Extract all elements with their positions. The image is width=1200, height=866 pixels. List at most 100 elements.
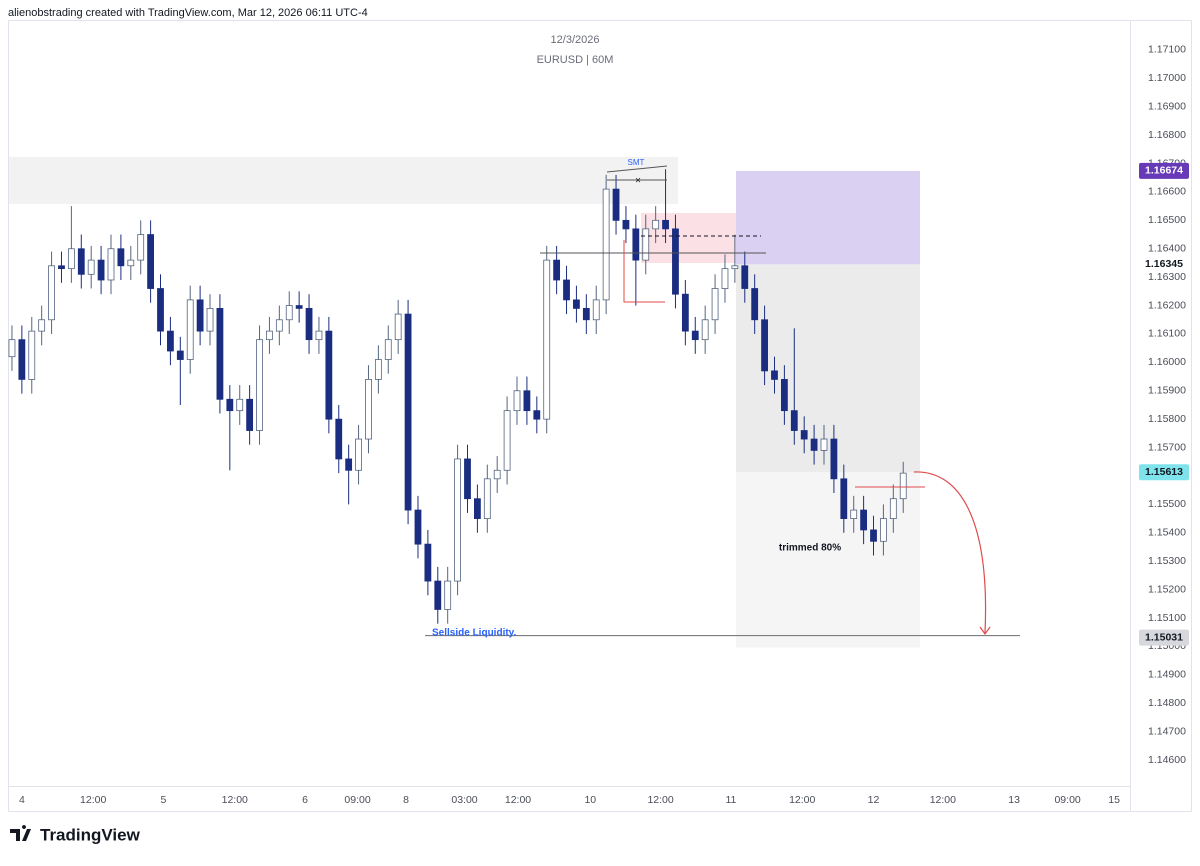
drawings-front: SMT × trimmed 80% Sellside Liquidity. [432,158,991,639]
candle-body [295,305,303,309]
x-tick-label: 12:00 [647,794,673,806]
y-tick-label: 1.14600 [1148,754,1186,766]
candle-body [850,509,858,519]
x-tick-label: 10 [584,794,596,806]
candle-body [642,228,650,261]
candle-body [424,543,432,582]
candle-body [167,330,174,352]
annotation: × [635,176,641,187]
candle-body [790,410,798,431]
x-tick-label: 15 [1108,794,1120,806]
candle-body [147,234,155,289]
candle-body [335,418,343,460]
price-badge [1139,162,1189,179]
y-tick-label: 1.14800 [1148,697,1186,709]
candle-body [553,259,561,281]
y-tick-label: 1.15800 [1148,413,1186,425]
candle-body [256,339,263,431]
price-badge-label: 1.15613 [1145,466,1183,478]
y-tick-label: 1.15100 [1148,612,1186,624]
candle-body [266,330,273,341]
candle-body [592,299,600,321]
candle-body [206,308,214,332]
target-zone [736,170,920,265]
candle-body [830,438,838,480]
x-tick-label: 4 [19,794,25,806]
candle-body [652,219,660,230]
candle-body [533,410,541,420]
y-tick-label: 1.16300 [1148,271,1186,283]
x-tick-label: 6 [302,794,308,806]
y-tick-label: 1.15900 [1148,385,1186,397]
y-tick-label: 1.15200 [1148,583,1186,595]
candle-body [840,478,848,519]
x-tick-label: 12:00 [505,794,531,806]
candle-body [602,188,610,301]
candle-body [870,529,877,542]
y-tick-label: 1.16000 [1148,356,1186,368]
y-tick-label: 1.16800 [1148,129,1186,141]
x-tick-label: 11 [725,794,736,806]
candle-body [87,259,95,275]
candle-body [771,370,778,380]
y-tick-label: 1.16400 [1148,243,1186,255]
candle-body [325,330,333,420]
candle-body [38,319,46,332]
chart-title: 12/3/2026 [551,34,600,46]
candle-body [137,234,145,261]
candle-body [315,330,323,341]
candle-body [880,518,887,542]
annotation: trimmed 80% [779,543,841,554]
candle-body [899,472,907,500]
candle-body [780,379,788,412]
x-tick-label: 12:00 [930,794,956,806]
candle-body [889,498,897,519]
annotation: Sellside Liquidity. [432,628,516,639]
candle-body [543,259,551,420]
candle-body [632,228,640,261]
candle-body [820,438,828,451]
x-tick-label: 13 [1008,794,1020,806]
stop-zone-lower [736,472,920,648]
candle-body [573,299,580,309]
y-tick-label: 1.16600 [1148,186,1186,198]
x-tick-label: 12:00 [789,794,815,806]
candle-body [28,330,36,380]
candle-body [741,265,749,289]
candle-body [454,458,461,582]
candle-body [394,313,402,341]
candle-body [662,219,669,230]
x-tick-label: 09:00 [1054,794,1080,806]
candle-body [384,339,392,360]
candle-body [404,313,412,511]
candle-body [275,319,283,332]
candle-body [444,580,452,610]
candle-body [365,379,372,440]
candle-body [236,398,244,412]
candle-body [355,438,362,471]
candle-body [681,293,689,332]
candle-body [157,288,164,332]
price-badge [1139,629,1189,646]
x-tick-label: 12 [868,794,880,806]
candle-body [127,259,135,267]
candle-body [186,299,194,360]
candle-body [800,430,808,440]
annotation: SMT [628,158,645,167]
candle-body [305,308,313,341]
candle-body [523,390,531,412]
candle-body [701,319,709,341]
candle-body [672,228,679,295]
price-badge [1139,256,1189,273]
candle-body [58,265,65,270]
logo: TradingView [10,825,141,844]
logo-text: TradingView [40,825,141,844]
candle-body [97,259,105,281]
y-tick-label: 1.14700 [1148,725,1186,737]
candle-body [731,265,739,270]
y-tick-label: 1.15500 [1148,498,1186,510]
candle-body [374,359,382,380]
candle-body [612,188,620,221]
